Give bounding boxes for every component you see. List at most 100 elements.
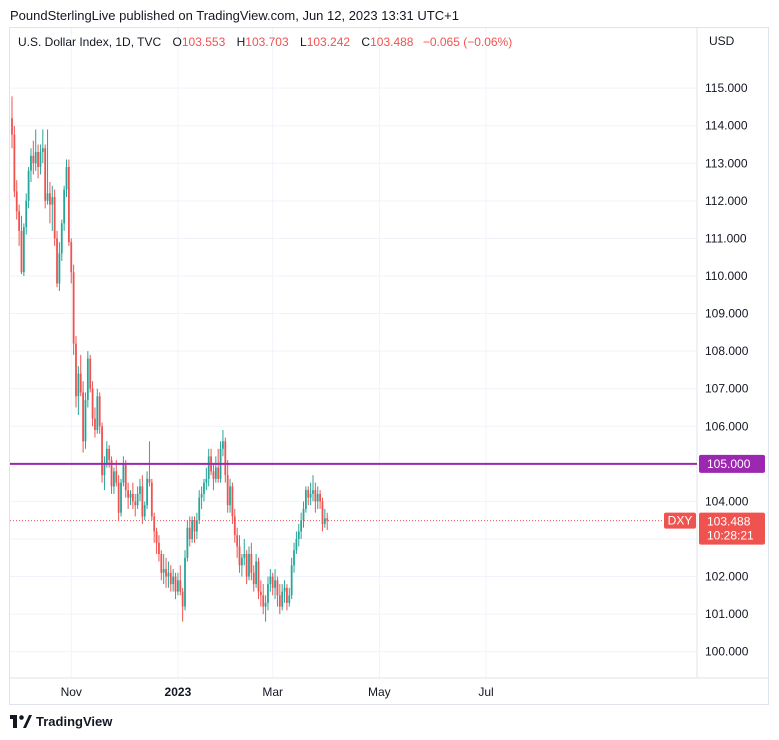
- x-tick-label: Mar: [262, 685, 283, 699]
- candle-body: [115, 471, 118, 483]
- candle-body: [193, 520, 196, 532]
- symbol-legend: U.S. Dollar Index, 1D, TVC O103.553 H103…: [18, 35, 512, 49]
- candle-body: [122, 463, 125, 483]
- x-tick-label: Jul: [478, 685, 493, 699]
- candle-body: [110, 460, 113, 487]
- candle-body: [297, 531, 300, 539]
- candle-body: [323, 518, 326, 524]
- low-value: 103.242: [306, 35, 351, 49]
- candle-body: [302, 508, 305, 521]
- candle-body: [174, 576, 177, 592]
- candle-body: [25, 200, 28, 228]
- y-tick-label: 110.000: [705, 269, 748, 283]
- candle-body: [264, 602, 267, 607]
- candle-body: [108, 448, 111, 461]
- candle-body: [236, 535, 239, 547]
- candle-body: [143, 505, 146, 517]
- candle-body: [281, 591, 284, 607]
- open-label: O: [172, 35, 182, 49]
- symbol-name[interactable]: U.S. Dollar Index, 1D, TVC: [18, 35, 162, 49]
- candle-body: [283, 587, 286, 592]
- publisher-line: PoundSterlingLive published on TradingVi…: [10, 8, 459, 23]
- candle-body: [269, 576, 272, 585]
- currency-unit[interactable]: USD: [709, 34, 735, 48]
- candle-body: [22, 227, 25, 273]
- close-label: C: [361, 35, 371, 49]
- y-tick-label: 100.000: [705, 645, 749, 659]
- symbol-badge-label: DXY: [668, 514, 693, 528]
- bar-countdown-label: 10:28:21: [707, 529, 754, 543]
- candle-body: [162, 569, 165, 573]
- candle-body: [231, 486, 234, 517]
- candle-body: [248, 554, 250, 577]
- candle-body: [120, 482, 122, 513]
- candle-body: [321, 501, 324, 524]
- candle-body: [240, 557, 243, 566]
- y-tick-label: 109.000: [705, 307, 749, 321]
- candle-body: [179, 580, 182, 592]
- tradingview-logo-icon: [10, 714, 32, 728]
- candle-body: [314, 490, 317, 502]
- candle-body: [243, 554, 246, 558]
- candle-body: [98, 396, 101, 427]
- x-tick-label: May: [368, 685, 391, 699]
- candle-body: [60, 223, 63, 254]
- candle-body: [148, 478, 151, 483]
- tradingview-brand: TradingView: [36, 714, 113, 729]
- candle-body: [101, 426, 103, 476]
- candle-body: [184, 557, 186, 607]
- y-tick-label: 115.000: [705, 81, 748, 95]
- candle-body: [316, 493, 319, 502]
- candle-body: [46, 193, 49, 201]
- candle-body: [139, 486, 141, 494]
- tradingview-footer[interactable]: TradingView: [10, 714, 112, 729]
- candle-body: [51, 197, 54, 205]
- last-price-label: 103.488: [707, 515, 751, 529]
- candle-body: [37, 151, 39, 168]
- candle-body: [82, 392, 84, 442]
- candle-body: [79, 373, 82, 393]
- candle-body: [181, 591, 184, 607]
- candle-body: [155, 531, 158, 543]
- candle-body: [286, 587, 288, 603]
- high-value: 103.703: [245, 35, 289, 49]
- candle-body: [39, 151, 42, 168]
- y-tick-label: 102.000: [705, 570, 749, 584]
- candle-body: [276, 580, 279, 596]
- candle-body: [113, 471, 115, 487]
- candle-body: [203, 482, 205, 494]
- candle-body: [191, 520, 194, 539]
- x-tick-label: 2023: [165, 685, 192, 699]
- level-price-badge: [699, 454, 765, 473]
- close-value: 103.488: [370, 35, 414, 49]
- candle-body: [278, 595, 281, 607]
- level-price-label: 105.000: [707, 457, 751, 471]
- candle-body: [255, 561, 258, 585]
- candle-body: [129, 493, 132, 498]
- candle-body: [141, 486, 144, 517]
- candle-body: [307, 490, 310, 498]
- candle-body: [295, 538, 298, 551]
- candle-body: [49, 193, 51, 205]
- candle-body: [77, 373, 80, 397]
- y-tick-label: 113.000: [705, 156, 748, 170]
- candle-body: [153, 516, 156, 532]
- candle-body: [288, 595, 291, 603]
- candle-body: [150, 482, 153, 517]
- candle-body: [195, 520, 198, 532]
- y-tick-label: 104.000: [705, 494, 749, 508]
- candle-body: [267, 584, 269, 603]
- candle-body: [309, 493, 312, 498]
- candle-body: [259, 591, 262, 596]
- high-label: H: [236, 35, 246, 49]
- candle-body: [274, 580, 276, 588]
- candle-body: [186, 527, 189, 558]
- candle-body: [205, 478, 208, 483]
- y-tick-label: 101.000: [705, 607, 749, 621]
- candle-body: [207, 456, 210, 479]
- candle-body: [257, 561, 260, 592]
- candle-body: [198, 497, 201, 521]
- candle-body: [103, 463, 106, 476]
- candle-body: [212, 471, 215, 479]
